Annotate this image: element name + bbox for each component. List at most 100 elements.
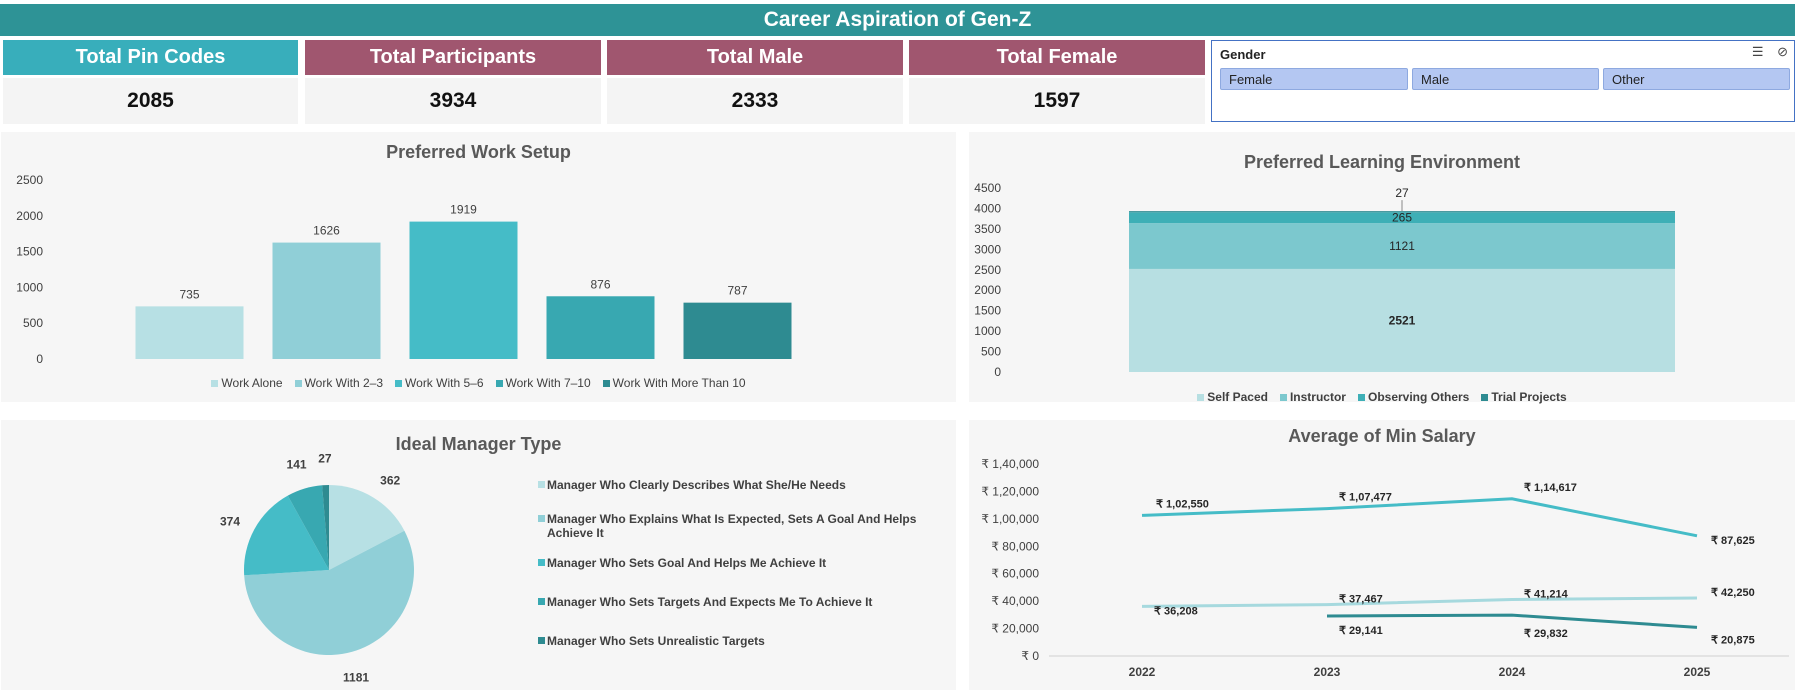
- legend-item: Work With 2–3: [294, 376, 383, 390]
- slicer-item-other[interactable]: Other: [1603, 68, 1790, 90]
- data-label: ₹ 29,832: [1524, 628, 1568, 640]
- x-tick-label: 2022: [1129, 665, 1156, 679]
- legend-item: Manager Who Clearly Describes What She/H…: [538, 478, 937, 492]
- y-tick-label: ₹ 80,000: [991, 539, 1039, 553]
- kpi-label: Total Pin Codes: [3, 40, 298, 75]
- data-label: ₹ 20,875: [1711, 634, 1755, 646]
- y-tick-label: 3000: [974, 242, 1001, 256]
- min-salary-chart: ₹ 0 ₹ 20,000 ₹ 40,000 ₹ 60,000 ₹ 80,000 ₹ 1,0…: [981, 457, 1789, 679]
- y-tick-label: 1500: [974, 304, 1001, 318]
- y-tick-label: ₹ 20,000: [991, 622, 1039, 636]
- data-label: 1181: [343, 671, 369, 685]
- y-tick-label: 1500: [16, 245, 43, 259]
- y-tick-label: 3500: [974, 222, 1001, 236]
- learning-env-legend: Self Paced Instructor Observing Others Tria…: [969, 390, 1795, 404]
- y-tick-label: ₹ 1,00,000: [981, 512, 1039, 526]
- kpi-value: 3934: [305, 78, 601, 124]
- kpi-total-participants: Total Participants 3934: [305, 40, 601, 124]
- y-tick-label: 4000: [974, 201, 1001, 215]
- data-label: 876: [590, 277, 610, 291]
- stacked-bar-segment: [1129, 268, 1675, 372]
- data-label: 374: [220, 514, 240, 528]
- data-label: 362: [380, 473, 400, 487]
- y-tick-label: ₹ 40,000: [991, 594, 1039, 608]
- pie-slice: [329, 485, 405, 570]
- data-label: 2521: [1389, 313, 1416, 327]
- y-tick-label: 2000: [16, 209, 43, 223]
- data-label: ₹ 41,214: [1524, 588, 1569, 600]
- legend-item: Manager Who Sets Targets And Expects Me …: [538, 595, 937, 609]
- manager-type-panel: Ideal Manager Type 362 1181 374 141 27 Manag…: [1, 420, 956, 690]
- legend-item: Self Paced: [1197, 390, 1268, 404]
- y-tick-label: ₹ 1,20,000: [981, 484, 1039, 498]
- learning-env-panel: Preferred Learning Environment 0 500 1000 1…: [969, 132, 1795, 404]
- y-tick-label: ₹ 1,40,000: [981, 457, 1039, 471]
- y-tick-label: ₹ 0: [1021, 649, 1039, 663]
- y-tick-label: 1000: [974, 324, 1001, 338]
- data-label: 787: [727, 284, 747, 298]
- chart-title: Ideal Manager Type: [395, 434, 562, 454]
- legend-item: Work With More Than 10: [602, 376, 746, 390]
- x-tick-label: 2023: [1314, 665, 1341, 679]
- kpi-value: 1597: [909, 78, 1205, 124]
- stacked-bar-segment: [1129, 212, 1675, 224]
- pie-slice: [322, 485, 329, 570]
- slicer-item-female[interactable]: Female: [1220, 68, 1408, 90]
- kpi-total-female: Total Female 1597: [909, 40, 1205, 124]
- legend-item: Work With 7–10: [495, 376, 591, 390]
- y-tick-label: ₹ 60,000: [991, 567, 1039, 581]
- slicer-item-male[interactable]: Male: [1412, 68, 1599, 90]
- legend-item: Manager Who Explains What Is Expected, S…: [538, 512, 937, 540]
- pie-slice: [243, 495, 329, 576]
- y-tick-label: 1000: [16, 280, 43, 294]
- work-setup-legend: Work Alone Work With 2–3 Work With 5–6 Work…: [1, 376, 956, 390]
- bar: [135, 306, 244, 359]
- legend-item: Manager Who Sets Goal And Helps Me Achie…: [538, 556, 937, 570]
- y-tick-label: 0: [36, 352, 43, 366]
- x-tick-label: 2025: [1684, 665, 1711, 679]
- data-label: 265: [1392, 211, 1412, 225]
- y-tick-label: 2500: [16, 173, 43, 187]
- kpi-total-male: Total Male 2333: [607, 40, 903, 124]
- manager-type-chart: 362 1181 374 141 27: [220, 452, 414, 685]
- data-label: ₹ 87,625: [1711, 535, 1755, 547]
- data-label: 1919: [450, 203, 477, 217]
- legend-item: Work With 5–6: [395, 376, 484, 390]
- slicer-title: Gender: [1220, 47, 1266, 62]
- gender-slicer[interactable]: Gender ☰ ⊘ Female Male Other: [1211, 40, 1795, 122]
- bar: [272, 242, 381, 359]
- bar: [683, 302, 792, 359]
- kpi-label: Total Female: [909, 40, 1205, 75]
- kpi-value: 2333: [607, 78, 903, 124]
- work-setup-chart: 0 500 1000 1500 2000 2500 735 1626 1919 876 787: [16, 173, 792, 366]
- stacked-bar-segment: [1129, 223, 1675, 269]
- kpi-total-pin-codes: Total Pin Codes 2085: [3, 40, 298, 124]
- data-label: 1121: [1389, 239, 1415, 253]
- y-tick-label: 2000: [974, 283, 1001, 297]
- multi-select-icon[interactable]: ☰: [1751, 44, 1764, 59]
- y-tick-label: 0: [994, 365, 1001, 379]
- clear-filter-icon[interactable]: ⊘: [1777, 44, 1788, 59]
- y-tick-label: 500: [981, 345, 1001, 359]
- data-label: 735: [179, 287, 199, 301]
- work-setup-panel: Preferred Work Setup 0 500 1000 1500 2000 250…: [1, 132, 956, 402]
- bar: [409, 221, 518, 359]
- pie-slice: [244, 530, 414, 655]
- data-label: ₹ 37,467: [1339, 594, 1383, 606]
- data-label: ₹ 1,14,617: [1524, 482, 1577, 494]
- stacked-bar-segment: [1129, 211, 1675, 213]
- min-salary-panel: Average of Min Salary ₹ 0 ₹ 20,000 ₹ 40,00…: [969, 420, 1795, 690]
- data-label: ₹ 1,07,477: [1339, 492, 1392, 504]
- chart-title: Average of Min Salary: [1288, 426, 1476, 446]
- kpi-label: Total Participants: [305, 40, 601, 75]
- legend-item: Manager Who Sets Unrealistic Targets: [538, 634, 937, 648]
- legend-item: Observing Others: [1357, 390, 1469, 404]
- learning-env-chart: 0 500 1000 1500 2000 2500 3000 3500 4000 4500 2521…: [974, 181, 1675, 379]
- y-tick-label: 2500: [974, 263, 1001, 277]
- data-label: ₹ 1,02,550: [1156, 498, 1209, 510]
- data-label: 1626: [313, 224, 340, 238]
- legend-item: Work Alone: [211, 376, 283, 390]
- series-line: [1141, 497, 1698, 538]
- pie-slice: [287, 485, 329, 570]
- chart-title: Preferred Work Setup: [386, 142, 571, 162]
